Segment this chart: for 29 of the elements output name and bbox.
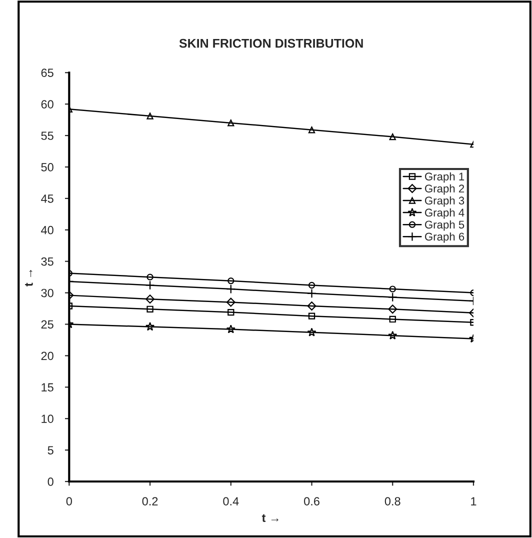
- chart-title: SKIN FRICTION DISTRIBUTION: [179, 38, 363, 48]
- y-tick-label: 40: [41, 226, 54, 234]
- legend-label: Graph 5: [425, 220, 464, 231]
- legend-label: Graph 4: [425, 208, 464, 219]
- x-tick-label: 0.4: [223, 497, 239, 506]
- y-tick-label: 0: [48, 478, 54, 486]
- y-tick-label: 50: [41, 163, 54, 172]
- y-tick-label: 55: [41, 132, 54, 140]
- legend-label: Graph 6: [425, 232, 464, 243]
- y-axis-title: t →: [25, 270, 33, 286]
- x-tick-label: 0: [66, 497, 72, 506]
- y-tick-label: 20: [41, 352, 54, 360]
- y-tick-label: 15: [42, 383, 54, 392]
- legend-label: Graph 2: [425, 184, 464, 195]
- x-tick-label: 0.2: [142, 497, 158, 506]
- x-axis-title: t →: [262, 514, 278, 522]
- y-tick-label: 65: [41, 68, 54, 78]
- y-tick-label: 10: [42, 414, 54, 423]
- y-tick-label: 25: [41, 320, 54, 329]
- y-tick-label: 60: [41, 100, 54, 108]
- y-tick-label: 45: [41, 194, 54, 203]
- x-tick-label: 1: [471, 497, 476, 506]
- y-tick-label: 5: [48, 446, 54, 454]
- legend-label: Graph 3: [425, 196, 464, 207]
- legend-label: Graph 1: [425, 172, 464, 183]
- x-tick-label: 0.6: [304, 497, 320, 506]
- y-tick-label: 30: [41, 288, 54, 298]
- x-tick-label: 0.8: [384, 497, 400, 506]
- y-tick-label: 35: [41, 257, 54, 266]
